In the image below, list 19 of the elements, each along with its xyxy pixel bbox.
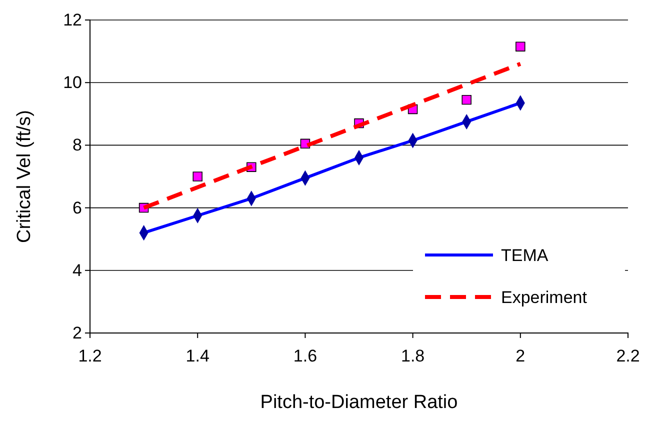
- x-tick-label: 2.2: [616, 346, 640, 366]
- legend-label: Experiment: [501, 288, 588, 307]
- x-tick-label: 1.8: [400, 346, 425, 366]
- x-tick-label: 2: [516, 346, 526, 366]
- y-axis-title: Critical Vel (ft/s): [14, 110, 35, 244]
- y-tick-label: 10: [63, 73, 82, 92]
- y-tick-label: 2: [72, 323, 82, 342]
- x-axis-title: Pitch-to-Diameter Ratio: [260, 392, 458, 413]
- x-tick-label: 1.2: [78, 346, 102, 366]
- point: [192, 172, 202, 182]
- y-tick-label: 4: [72, 260, 82, 280]
- point: [516, 42, 526, 52]
- legend-label: TEMA: [501, 246, 549, 265]
- point: [462, 94, 472, 105]
- y-tick-label: 8: [72, 136, 82, 155]
- x-tick-label: 1.6: [293, 346, 318, 366]
- y-tick-label: 6: [72, 198, 82, 218]
- y-tick-label: 12: [63, 10, 82, 30]
- x-tick-label: 1.4: [186, 346, 210, 366]
